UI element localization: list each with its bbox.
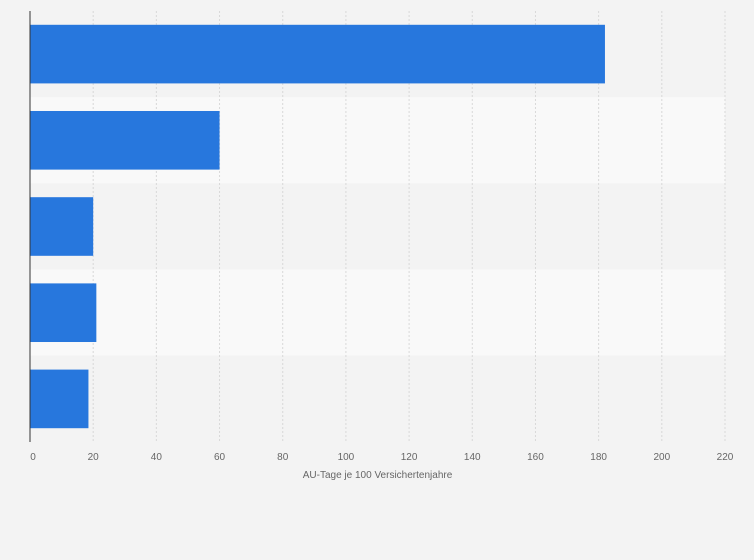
row-bands xyxy=(30,11,725,442)
bar xyxy=(30,110,220,170)
x-tick-label: 60 xyxy=(214,452,226,463)
x-tick-label: 140 xyxy=(464,452,481,463)
x-tick-label: 160 xyxy=(527,452,544,463)
bars xyxy=(30,24,605,429)
bar xyxy=(30,197,94,256)
x-tick-label: 180 xyxy=(590,452,607,463)
x-tick-label: 200 xyxy=(653,452,670,463)
x-tick-label: 120 xyxy=(401,452,418,463)
row-band xyxy=(30,269,725,356)
bar xyxy=(30,283,97,343)
x-tick-label: 220 xyxy=(717,452,734,463)
row-band xyxy=(30,183,725,270)
x-axis-ticks: 0 20 40 60 80 100 120 140 160 180 200 220 xyxy=(30,452,734,463)
bar xyxy=(30,24,605,84)
x-tick-label: 0 xyxy=(30,452,36,463)
bar xyxy=(30,369,89,429)
x-tick-label: 100 xyxy=(338,452,355,463)
x-tick-label: 80 xyxy=(277,452,289,463)
x-axis-title: AU-Tage je 100 Versichertenjahre xyxy=(303,470,453,481)
x-tick-label: 40 xyxy=(151,452,163,463)
row-band xyxy=(30,355,725,442)
x-tick-label: 20 xyxy=(88,452,100,463)
